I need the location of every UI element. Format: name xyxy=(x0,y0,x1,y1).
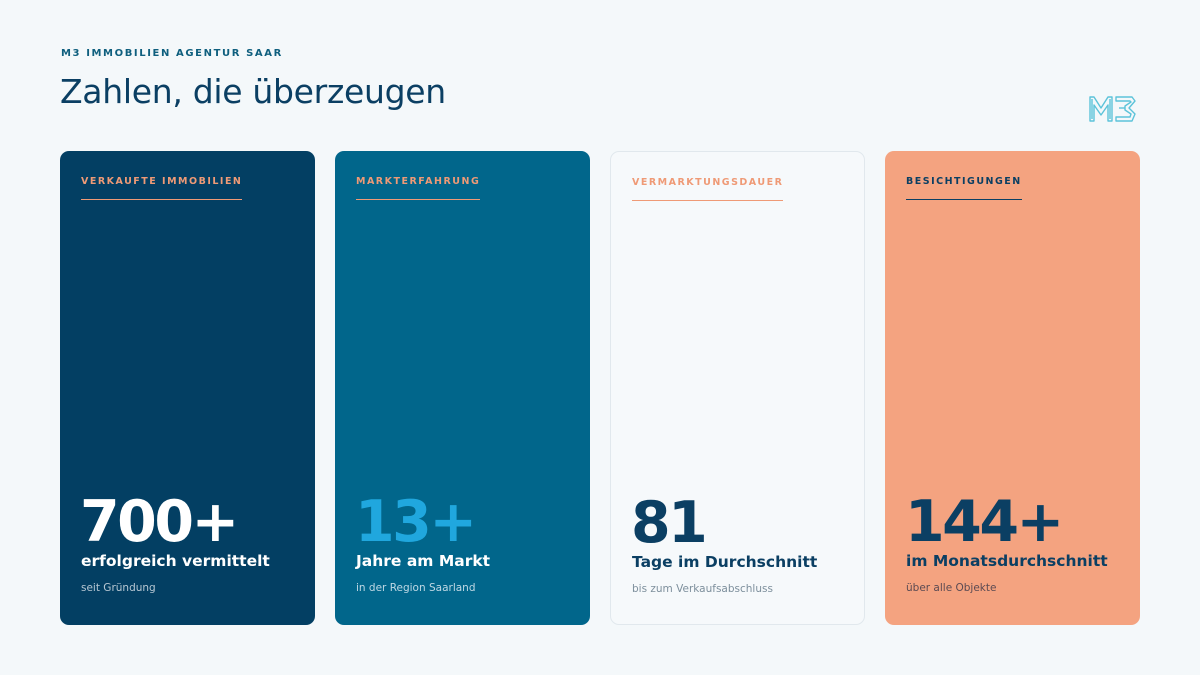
card-number: 81 xyxy=(631,490,708,556)
card-subtitle: Tage im Durchschnitt xyxy=(632,553,818,571)
card-number: 144+ xyxy=(905,489,1064,555)
card-subtitle: erfolgreich vermittelt xyxy=(81,552,270,570)
card-label: MARKTERFAHRUNG xyxy=(356,176,481,200)
card-subtitle: im Monatsdurchschnitt xyxy=(906,552,1108,570)
stat-card-market-experience: MARKTERFAHRUNG 13+ Jahre am Markt in der… xyxy=(335,151,590,625)
card-subtitle: Jahre am Markt xyxy=(356,552,491,570)
stat-card-sold-properties: VERKAUFTE IMMOBILIEN 700+ erfolgreich ve… xyxy=(60,151,315,625)
card-note: in der Region Saarland xyxy=(356,582,476,594)
company-eyebrow: M3 IMMOBILIEN AGENTUR SAAR xyxy=(61,48,283,59)
card-note: bis zum Verkaufsabschluss xyxy=(632,583,773,595)
card-number: 13+ xyxy=(355,489,477,555)
m3-logo-icon xyxy=(1089,96,1136,122)
card-number: 700+ xyxy=(80,489,239,555)
card-note: seit Gründung xyxy=(81,582,156,594)
card-label: BESICHTIGUNGEN xyxy=(906,176,1022,200)
stat-card-viewings: BESICHTIGUNGEN 144+ im Monatsdurchschnit… xyxy=(885,151,1140,625)
stat-card-marketing-duration: VERMARKTUNGSDAUER 81 Tage im Durchschnit… xyxy=(610,151,865,625)
page-title: Zahlen, die überzeugen xyxy=(60,72,446,111)
card-note: über alle Objekte xyxy=(906,582,997,594)
card-label: VERKAUFTE IMMOBILIEN xyxy=(81,176,243,200)
card-label: VERMARKTUNGSDAUER xyxy=(632,177,784,201)
